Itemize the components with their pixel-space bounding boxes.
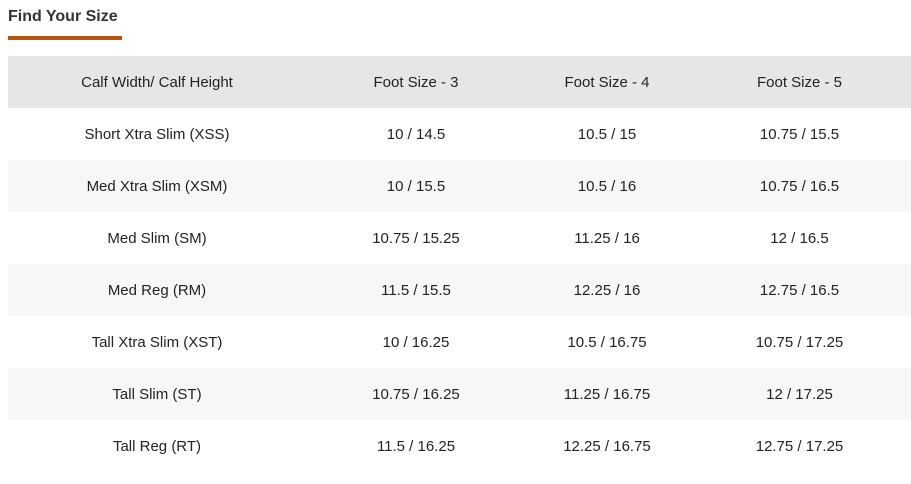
title-underline	[8, 36, 122, 40]
table-row: Tall Xtra Slim (XST) 10 / 16.25 10.5 / 16.…	[8, 316, 911, 368]
table-cell: 10 / 16.25	[382, 333, 450, 351]
table-cell: 11.5 / 15.5	[306, 264, 526, 316]
table-cell: 11.25 / 16	[574, 229, 640, 247]
table-cell: 12.25 / 16	[526, 264, 688, 316]
table-cell: Tall Slim (ST)	[8, 368, 306, 420]
title: Find Your Size	[8, 8, 118, 25]
table-cell: 11.25 / 16.75	[526, 368, 688, 420]
table-cell: 12 / 16.5	[770, 229, 829, 247]
table-cell: 10.5 / 16	[526, 160, 688, 212]
table-cell: 10.75 / 16.25	[306, 368, 526, 420]
table-cell: 10.75 / 15.25	[372, 229, 460, 247]
table-cell: 10.5 / 15	[577, 125, 637, 143]
table-row: Tall Reg (RT) 11.5 / 16.25 12.25 / 16.75 12…	[8, 420, 911, 472]
table-body: Short Xtra Slim (XSS) 10 / 14.5 10.5 / 15 1…	[8, 108, 911, 472]
table-cell: 12 / 17.25	[688, 368, 911, 420]
table-cell: Tall Xtra Slim (XST)	[91, 333, 223, 351]
header-row: Calf Width/ Calf Height Foot Size - 3 Foot…	[8, 56, 911, 108]
table-row: Med Xtra Slim (XSM) 10 / 15.5 10.5 / 16 10.…	[8, 160, 911, 212]
table-cell: 12.25 / 16.75	[563, 437, 651, 455]
column-header: Calf Width/ Calf Height	[8, 56, 306, 108]
size-table: Calf Width/ Calf Height Foot Size - 3 Foot…	[8, 56, 911, 472]
table-cell: Short Xtra Slim (XSS)	[84, 125, 230, 143]
table-cell: Med Reg (RM)	[8, 264, 306, 316]
table-cell: Tall Reg (RT)	[112, 437, 202, 455]
table-cell: Med Slim (SM)	[107, 229, 207, 247]
table-row: Tall Slim (ST) 10.75 / 16.25 11.25 / 16.75…	[8, 368, 911, 420]
column-header: Foot Size - 5	[688, 56, 911, 108]
column-header: Foot Size - 3	[306, 56, 526, 108]
table-cell: 12.75 / 16.5	[688, 264, 911, 316]
table-row: Med Reg (RM) 11.5 / 15.5 12.25 / 16 12.75 /…	[8, 264, 911, 316]
column-header: Foot Size - 4	[526, 56, 688, 108]
table-cell: Med Xtra Slim (XSM)	[8, 160, 306, 212]
table-cell: 10.75 / 16.5	[688, 160, 911, 212]
table-cell: 10 / 14.5	[386, 125, 446, 143]
table-cell: 10.75 / 17.25	[755, 333, 844, 351]
table-row: Med Slim (SM) 10.75 / 15.25 11.25 / 16 12 /…	[8, 212, 911, 264]
table-cell: 12.75 / 17.25	[755, 437, 844, 455]
table-cell: 10 / 15.5	[306, 160, 526, 212]
table-cell: 11.5 / 16.25	[376, 437, 456, 455]
table-cell: 10.5 / 16.75	[567, 333, 647, 351]
table-cell: 10.75 / 15.5	[759, 125, 840, 143]
table-row: Short Xtra Slim (XSS) 10 / 14.5 10.5 / 15 1…	[8, 108, 911, 160]
